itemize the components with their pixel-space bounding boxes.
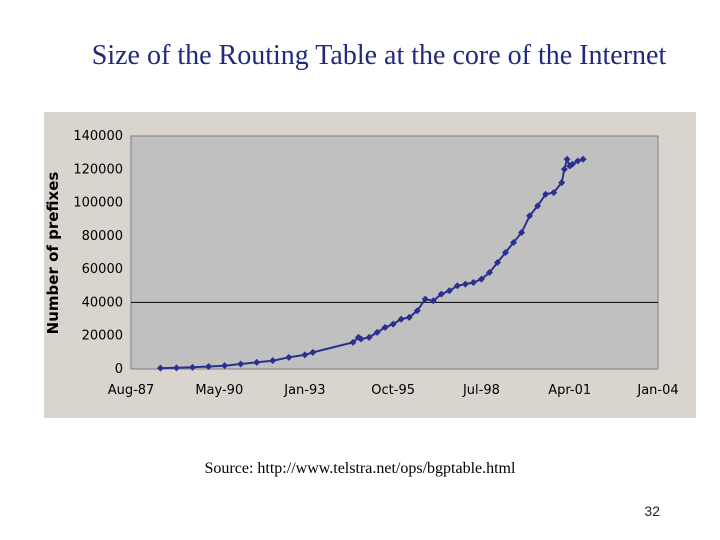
data-point [156, 364, 164, 372]
data-point [221, 362, 229, 370]
y-axis-ticks: 0 20000 40000 60000 80000 100000 120000 140000 [73, 129, 123, 377]
series-layer [156, 155, 587, 372]
page-number: 32 [644, 503, 660, 519]
data-point [405, 313, 413, 321]
data-point [253, 358, 261, 366]
data-point [566, 162, 574, 170]
data-point [381, 323, 389, 331]
data-point [357, 335, 365, 343]
data-point [502, 249, 510, 256]
y-tick-label: 120000 [73, 162, 123, 177]
x-tick-label: May-90 [195, 383, 243, 398]
data-point [461, 280, 469, 288]
data-point [534, 202, 542, 210]
y-tick-label: 0 [115, 362, 123, 377]
y-tick-label: 60000 [82, 262, 123, 277]
data-point [568, 160, 576, 168]
data-point [560, 165, 568, 173]
y-tick-label: 20000 [82, 329, 123, 344]
data-point [518, 229, 526, 237]
data-point [365, 333, 373, 341]
y-tick-label: 100000 [73, 196, 123, 211]
data-point [429, 297, 437, 305]
data-point [485, 268, 493, 276]
y-axis-label: Number of prefixes [44, 172, 62, 335]
data-point [477, 275, 485, 283]
data-point [453, 282, 461, 290]
x-tick-label: Jul-98 [462, 383, 500, 398]
data-point [510, 239, 518, 247]
slide-title: Size of the Routing Table at the core of… [91, 40, 667, 71]
data-point [397, 315, 405, 323]
data-point [550, 189, 558, 197]
data-point [309, 348, 317, 356]
chart: 0 20000 40000 60000 80000 100000 120000 140000 … [44, 112, 696, 418]
y-tick-label: 140000 [73, 129, 123, 144]
data-point [301, 351, 309, 359]
data-point [189, 363, 197, 371]
data-point [172, 364, 180, 372]
data-point [558, 179, 566, 187]
data-point [469, 278, 477, 286]
data-point [526, 212, 534, 220]
x-tick-label: Apr-01 [548, 383, 591, 398]
x-tick-label: Aug-87 [108, 383, 155, 398]
data-point [574, 157, 582, 165]
y-tick-label: 40000 [82, 295, 123, 310]
data-point [389, 320, 397, 328]
data-point [563, 155, 571, 163]
x-tick-label: Oct-95 [371, 383, 415, 398]
data-point [205, 363, 213, 371]
data-point [413, 307, 421, 315]
data-point [269, 357, 277, 365]
chart-svg: 020000400006000080000100000120000140000 … [44, 112, 696, 418]
plot-area [130, 135, 659, 370]
data-point [349, 338, 357, 346]
x-tick-label: Jan-93 [283, 383, 325, 398]
x-tick-label: Jan-04 [636, 383, 678, 398]
data-point [285, 353, 293, 361]
y-tick-label: 80000 [82, 229, 123, 244]
data-point [437, 290, 445, 298]
data-point [445, 287, 453, 295]
data-point [373, 328, 381, 336]
data-point [493, 258, 501, 266]
data-point [542, 190, 550, 198]
source-citation: Source: http://www.telstra.net/ops/bgpta… [204, 460, 516, 477]
data-point [579, 155, 587, 163]
data-point [237, 360, 245, 368]
data-point [421, 295, 429, 303]
x-axis-ticks: Aug-87 May-90 Jan-93 Oct-95 Jul-98 Apr-01 Jan-… [108, 383, 679, 398]
